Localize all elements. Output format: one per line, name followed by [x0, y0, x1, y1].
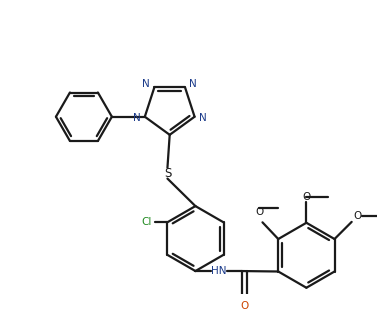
Text: N: N — [189, 79, 197, 89]
Text: N: N — [199, 113, 207, 123]
Text: O: O — [255, 207, 263, 217]
Text: O: O — [302, 192, 310, 202]
Text: Cl: Cl — [142, 217, 152, 227]
Text: N: N — [142, 79, 150, 89]
Text: O: O — [354, 210, 362, 220]
Text: N: N — [133, 113, 141, 123]
Text: O: O — [241, 301, 249, 310]
Text: HN: HN — [211, 266, 226, 276]
Text: S: S — [164, 167, 171, 180]
